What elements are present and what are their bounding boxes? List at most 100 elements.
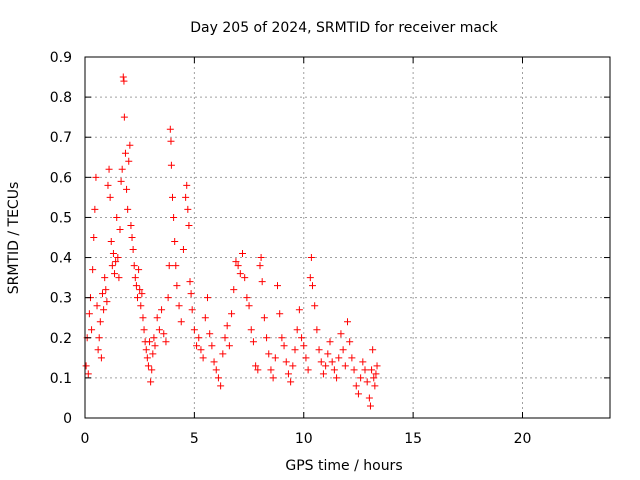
data-point (258, 278, 266, 286)
y-tick-label: 0.9 (50, 50, 72, 66)
data-point (164, 294, 172, 302)
data-point (371, 382, 379, 390)
data-point (144, 362, 152, 370)
data-point (91, 205, 99, 213)
data-point (289, 362, 297, 370)
data-point (92, 173, 100, 181)
data-point (368, 366, 376, 374)
y-tick-label: 0.8 (50, 90, 72, 106)
data-point (99, 290, 106, 298)
data-point (158, 306, 166, 314)
data-point (265, 350, 273, 358)
data-point (241, 274, 249, 282)
data-point (243, 294, 251, 302)
data-point (93, 302, 101, 310)
x-tick-labels: 0 5 10 15 20 (81, 431, 532, 447)
data-point (256, 262, 264, 270)
y-tick-label: 0.6 (50, 170, 72, 186)
x-axis-label: GPS time / hours (285, 458, 402, 474)
y-tick-label: 0 (63, 411, 72, 427)
data-point (369, 346, 377, 354)
data-point (162, 338, 170, 346)
data-point (131, 274, 139, 282)
data-point (354, 390, 362, 398)
data-point (269, 374, 277, 382)
data-point (199, 354, 207, 362)
data-point (111, 270, 119, 278)
data-point (217, 382, 225, 390)
data-point (95, 334, 103, 342)
data-point (114, 254, 122, 262)
data-point (119, 73, 127, 81)
data-point (146, 338, 154, 346)
data-point (134, 294, 141, 302)
data-point (274, 282, 281, 290)
data-point (260, 314, 268, 322)
data-point (118, 165, 126, 173)
data-point (328, 358, 336, 366)
y-tick-label: 0.5 (50, 210, 72, 226)
data-point (330, 366, 338, 374)
data-point (147, 378, 155, 386)
data-point (171, 238, 179, 246)
data-point (128, 234, 136, 241)
data-point (120, 113, 128, 121)
data-point (247, 326, 255, 334)
data-point (249, 338, 257, 346)
data-point (359, 358, 367, 366)
data-point (183, 181, 191, 189)
data-point (149, 350, 157, 358)
data-point (282, 358, 290, 366)
data-point (324, 350, 332, 358)
data-point (140, 326, 148, 334)
data-point (206, 330, 214, 338)
data-point (193, 342, 201, 350)
data-point (245, 302, 253, 310)
data-point (89, 266, 97, 274)
data-point (94, 346, 102, 354)
data-point (221, 334, 229, 342)
data-point (175, 302, 183, 310)
data-point (254, 366, 262, 374)
data-point (129, 246, 137, 254)
data-point (155, 326, 163, 334)
data-point (103, 298, 111, 306)
data-point (223, 322, 231, 330)
y-tick-label: 0.7 (50, 130, 72, 146)
data-point (350, 366, 358, 374)
data-point (150, 334, 158, 342)
data-point (97, 354, 105, 362)
data-point (300, 342, 308, 350)
x-tick-label: 10 (295, 431, 313, 447)
data-point (326, 338, 334, 346)
data-point (186, 278, 194, 286)
data-point (357, 374, 365, 382)
data-point (151, 342, 159, 350)
data-point (232, 258, 240, 266)
data-point (346, 338, 354, 346)
data-point (117, 177, 125, 185)
data-point (372, 370, 380, 378)
data-point (287, 378, 295, 386)
data-point (139, 314, 147, 322)
data-point (197, 346, 205, 354)
data-point (101, 274, 109, 282)
data-point (123, 185, 131, 193)
data-point (257, 254, 265, 262)
data-point (370, 374, 378, 382)
data-point (201, 314, 209, 322)
y-tick-label: 0.3 (50, 291, 72, 307)
data-point (298, 334, 306, 342)
y-tick-label: 0.2 (50, 331, 72, 347)
data-point (212, 366, 220, 374)
data-point (335, 354, 343, 362)
data-point (228, 310, 236, 318)
data-point (179, 246, 187, 254)
data-point (184, 205, 192, 213)
data-point (120, 77, 128, 85)
data-point (190, 326, 198, 334)
data-point (210, 358, 218, 366)
data-point (309, 282, 316, 290)
